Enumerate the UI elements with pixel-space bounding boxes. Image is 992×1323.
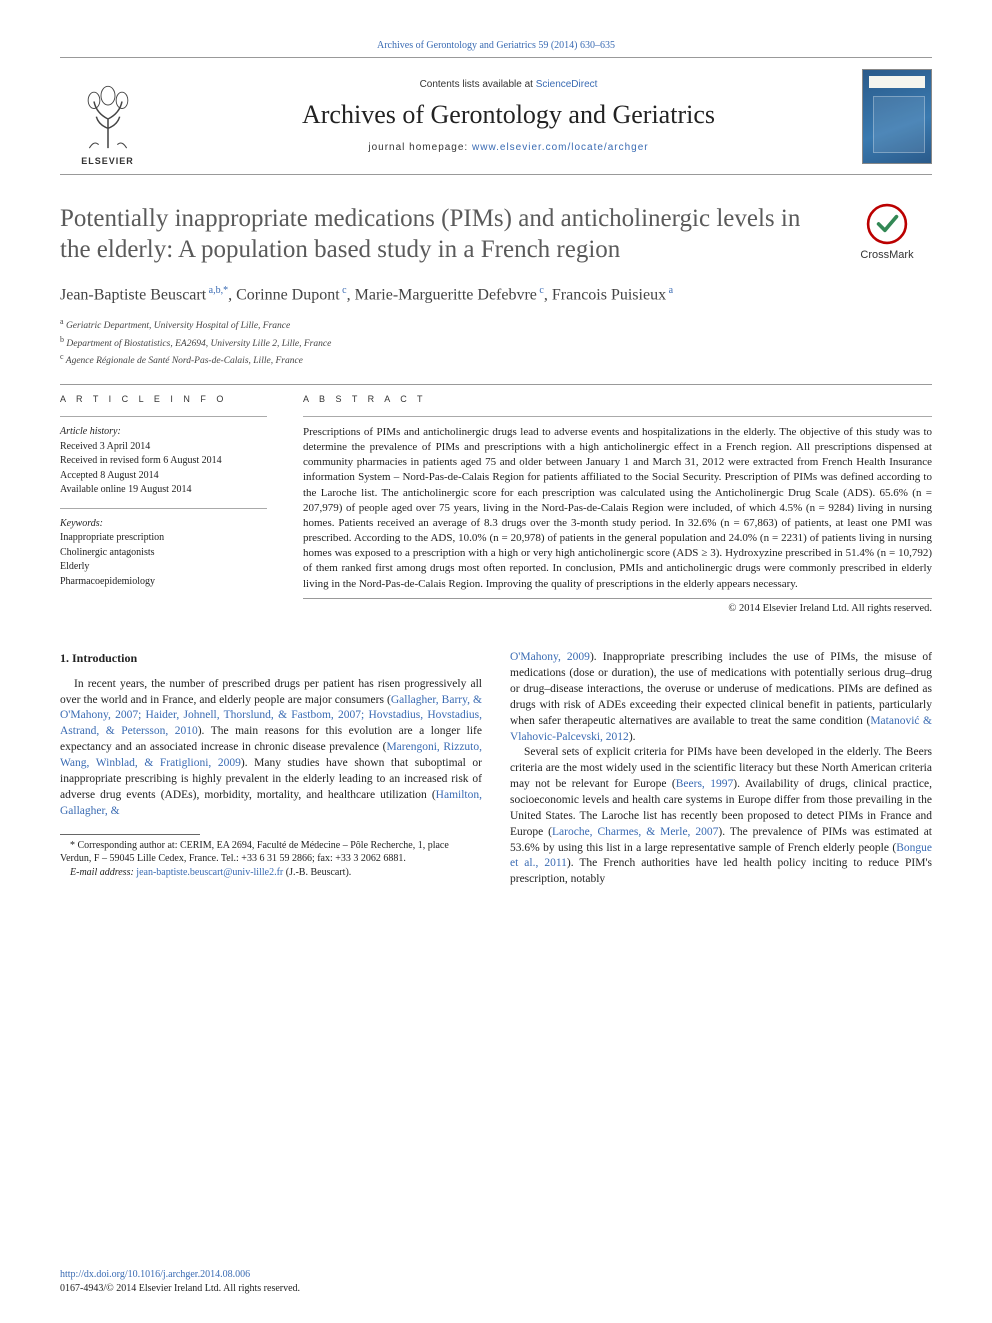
footnote-rule xyxy=(60,834,200,835)
abstract-heading: A B S T R A C T xyxy=(303,393,932,405)
affiliation-text: Agence Régionale de Santé Nord-Pas-de-Ca… xyxy=(66,356,303,366)
article-info-heading: A R T I C L E I N F O xyxy=(60,393,267,406)
running-head-link[interactable]: Archives of Gerontology and Geriatrics 5… xyxy=(377,40,615,51)
body-paragraph: O'Mahony, 2009). Inappropriate prescribi… xyxy=(510,650,932,745)
body-paragraph: Several sets of explicit criteria for PI… xyxy=(510,745,932,888)
citation-link[interactable]: Laroche, Charmes, & Merle, 2007 xyxy=(552,826,718,838)
body-paragraph: In recent years, the number of prescribe… xyxy=(60,677,482,820)
keyword: Cholinergic antagonists xyxy=(60,546,267,561)
homepage-prefix: journal homepage: xyxy=(368,142,472,153)
divider xyxy=(303,416,932,417)
publisher-name: ELSEVIER xyxy=(81,156,134,166)
issn-copyright: 0167-4943/© 2014 Elsevier Ireland Ltd. A… xyxy=(60,1283,300,1294)
crossmark-label: CrossMark xyxy=(842,249,932,261)
article-title: Potentially inappropriate medications (P… xyxy=(60,203,842,266)
divider xyxy=(60,508,267,509)
doi-link[interactable]: http://dx.doi.org/10.1016/j.archger.2014… xyxy=(60,1269,250,1280)
divider xyxy=(60,416,267,417)
journal-name: Archives of Gerontology and Geriatrics xyxy=(155,100,862,130)
citation-link[interactable]: O'Mahony, 2009 xyxy=(510,651,590,663)
history-item: Available online 19 August 2014 xyxy=(60,483,267,498)
homepage-link[interactable]: www.elsevier.com/locate/archger xyxy=(472,142,649,153)
body-text: ). xyxy=(629,731,636,743)
body-text: ). The French authorities have led healt… xyxy=(510,857,932,885)
crossmark-badge[interactable]: CrossMark xyxy=(842,203,932,261)
keyword: Elderly xyxy=(60,560,267,575)
journal-header: ELSEVIER Contents lists available at Sci… xyxy=(60,57,932,175)
header-center: Contents lists available at ScienceDirec… xyxy=(155,79,862,153)
article-info-sidebar: A R T I C L E I N F O Article history: R… xyxy=(60,385,285,616)
contents-prefix: Contents lists available at xyxy=(420,79,536,90)
article-body: 1. Introduction In recent years, the num… xyxy=(60,650,932,888)
footnotes: * Corresponding author at: CERIM, EA 269… xyxy=(60,839,482,880)
affiliations: a Geriatric Department, University Hospi… xyxy=(60,316,932,368)
affiliation-text: Geriatric Department, University Hospita… xyxy=(66,321,290,331)
corresponding-author-note: * Corresponding author at: CERIM, EA 269… xyxy=(60,839,482,866)
email-suffix: (J.-B. Beuscart). xyxy=(283,867,351,878)
affiliation-text: Department of Biostatistics, EA2694, Uni… xyxy=(66,339,331,349)
email-label: E-mail address: xyxy=(70,867,136,878)
abstract-copyright: © 2014 Elsevier Ireland Ltd. All rights … xyxy=(303,602,932,616)
running-head: Archives of Gerontology and Geriatrics 5… xyxy=(60,40,932,51)
elsevier-tree-icon xyxy=(73,84,143,154)
email-line: E-mail address: jean-baptiste.beuscart@u… xyxy=(60,866,482,880)
history-item: Accepted 8 August 2014 xyxy=(60,469,267,484)
affiliation: b Department of Biostatistics, EA2694, U… xyxy=(60,334,932,351)
crossmark-icon xyxy=(866,203,908,245)
section-heading: 1. Introduction xyxy=(60,650,482,667)
citation-link[interactable]: Beers, 1997 xyxy=(676,778,734,790)
doi-footer: http://dx.doi.org/10.1016/j.archger.2014… xyxy=(60,1268,300,1295)
keyword: Inappropriate prescription xyxy=(60,531,267,546)
keyword: Pharmacoepidemiology xyxy=(60,575,267,590)
affiliation: c Agence Régionale de Santé Nord-Pas-de-… xyxy=(60,351,932,368)
journal-cover-thumbnail xyxy=(862,69,932,164)
sciencedirect-link[interactable]: ScienceDirect xyxy=(536,79,598,90)
publisher-logo: ELSEVIER xyxy=(60,66,155,166)
affiliation: a Geriatric Department, University Hospi… xyxy=(60,316,932,333)
abstract-text: Prescriptions of PIMs and anticholinergi… xyxy=(303,425,932,599)
email-link[interactable]: jean-baptiste.beuscart@univ-lille2.fr xyxy=(136,867,283,878)
history-item: Received 3 April 2014 xyxy=(60,440,267,455)
abstract-block: A B S T R A C T Prescriptions of PIMs an… xyxy=(285,385,932,616)
column-right: O'Mahony, 2009). Inappropriate prescribi… xyxy=(510,650,932,888)
column-left: 1. Introduction In recent years, the num… xyxy=(60,650,482,888)
history-label: Article history: xyxy=(60,426,121,437)
keywords-label: Keywords: xyxy=(60,518,103,529)
author-list: Jean-Baptiste Beuscart a,b,*, Corinne Du… xyxy=(60,284,932,307)
history-item: Received in revised form 6 August 2014 xyxy=(60,454,267,469)
